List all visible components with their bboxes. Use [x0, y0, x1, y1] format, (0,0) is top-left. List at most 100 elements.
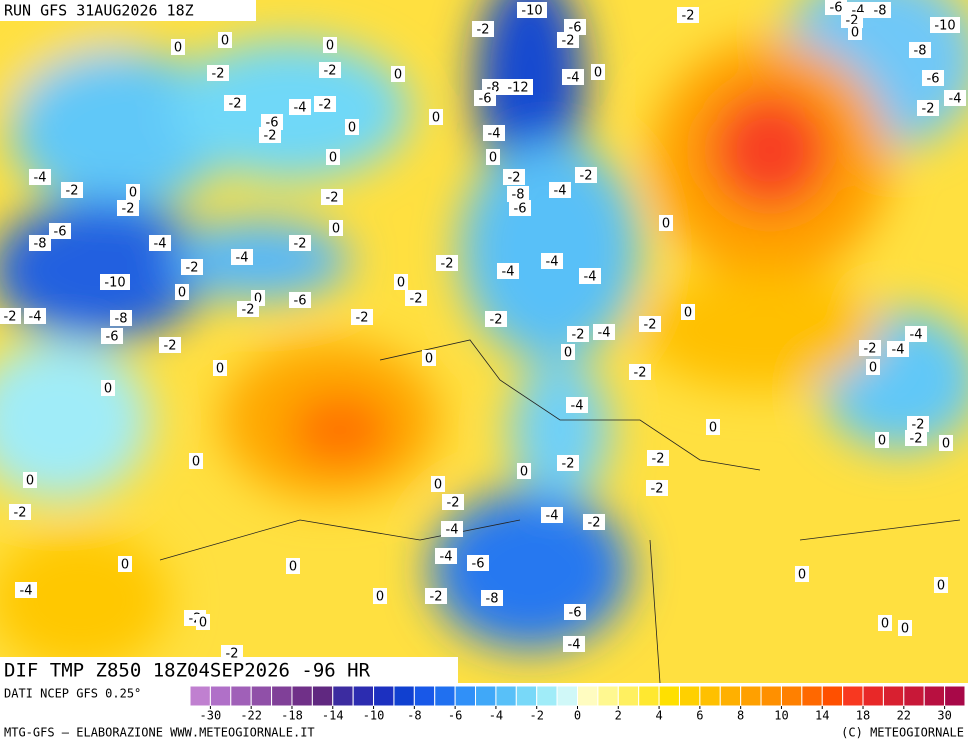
- contour-label: -4: [34, 171, 47, 186]
- label-box: [118, 556, 132, 572]
- colorbar-label: 10: [774, 709, 788, 723]
- colorbar-label: -18: [281, 709, 303, 723]
- contour-label: -2: [651, 482, 664, 497]
- contour-label: -4: [571, 399, 584, 414]
- colorbar-swatch: [454, 685, 477, 707]
- colorbar-swatch: [311, 685, 334, 707]
- label-box: [564, 19, 586, 35]
- contour-label: 0: [881, 617, 889, 632]
- contour-label: 0: [216, 362, 224, 377]
- label-box: [231, 249, 253, 265]
- colorbar-swatch: [230, 685, 252, 707]
- colorbar-swatch: [577, 685, 599, 707]
- colorbar-swatch: [189, 685, 211, 707]
- colorbar-swatch: [515, 685, 538, 707]
- label-box: [583, 514, 605, 530]
- label-box: [391, 66, 405, 82]
- contour-label: -12: [507, 81, 528, 96]
- contour-label: 0: [432, 111, 440, 126]
- contour-label: 0: [329, 151, 337, 166]
- colorbar-swatch: [923, 685, 946, 707]
- contour-label: -2: [356, 311, 369, 326]
- label-box: [591, 64, 605, 80]
- colorbar-label: -6: [448, 709, 462, 723]
- contour-label: -6: [927, 72, 940, 87]
- contour-label: 0: [425, 352, 433, 367]
- contour-label: -6: [514, 202, 527, 217]
- label-box: [61, 182, 83, 198]
- contour-label: -2: [682, 9, 695, 24]
- label-box: [483, 125, 505, 141]
- label-box: [561, 344, 575, 360]
- contour-label: 0: [851, 26, 859, 41]
- label-box: [373, 588, 387, 604]
- contour-label: -8: [486, 592, 499, 607]
- label-box: [394, 274, 408, 290]
- label-box: [564, 604, 586, 620]
- label-box: [314, 96, 336, 112]
- title-box: [0, 657, 458, 684]
- contour-label: -4: [554, 184, 567, 199]
- contour-label: -2: [122, 202, 135, 217]
- contour-label: -6: [266, 116, 279, 131]
- label-box: [189, 453, 203, 469]
- colorbar-swatch: [597, 685, 619, 707]
- label-box: [319, 62, 341, 78]
- colorbar-swatch: [352, 685, 375, 707]
- colorbar-label: 0: [574, 709, 581, 723]
- colorbar-label: -22: [240, 709, 262, 723]
- contour-label: 0: [174, 41, 182, 56]
- contour-label: -2: [212, 67, 225, 82]
- colorbar-swatch: [393, 685, 415, 707]
- contour-label: -2: [294, 237, 307, 252]
- colorbar-label: 18: [856, 709, 870, 723]
- contour-label: -6: [106, 330, 119, 345]
- colorbar-swatch: [250, 685, 273, 707]
- colorbar-label: -4: [489, 709, 503, 723]
- colorbar-swatch: [434, 685, 456, 707]
- label-box: [503, 79, 533, 95]
- contour-label: -2: [864, 342, 877, 357]
- label-box: [126, 184, 140, 200]
- label-box: [866, 359, 880, 375]
- label-box: [629, 364, 651, 380]
- label-box: [486, 149, 500, 165]
- contour-label: 0: [129, 186, 137, 201]
- contour-label: 0: [937, 579, 945, 594]
- contour-label: -2: [410, 292, 423, 307]
- colorbar-label: -2: [529, 709, 543, 723]
- contour-label: 0: [221, 34, 229, 49]
- contour-label: -4: [154, 237, 167, 252]
- label-box: [49, 223, 71, 239]
- contour-label: -2: [588, 516, 601, 531]
- label-box: [261, 114, 283, 130]
- contour-label: 0: [376, 590, 384, 605]
- contour-label: 0: [901, 622, 909, 637]
- label-box: [425, 588, 447, 604]
- label-box: [887, 341, 909, 357]
- contour-label: 0: [709, 421, 717, 436]
- contour-label: 0: [199, 616, 207, 631]
- contour-label: -4: [584, 270, 597, 285]
- colorbar-label: -14: [322, 709, 344, 723]
- colorbar-swatch: [638, 685, 660, 707]
- contour-label: 0: [178, 286, 186, 301]
- label-box: [944, 90, 966, 106]
- contour-label: -2: [326, 191, 339, 206]
- contour-label: -2: [490, 313, 503, 328]
- contour-label: -6: [569, 21, 582, 36]
- label-box: [0, 308, 21, 324]
- label-box: [909, 42, 931, 58]
- label-box: [159, 337, 181, 353]
- contour-label: -2: [634, 366, 647, 381]
- contour-label: 0: [564, 346, 572, 361]
- contour-label: -2: [164, 339, 177, 354]
- coastlines: [159, 339, 961, 683]
- contour-label: -4: [294, 101, 307, 116]
- contour-label: -2: [441, 257, 454, 272]
- contour-label: -4: [567, 71, 580, 86]
- colorbar-swatch: [944, 685, 966, 707]
- colorbar-swatch: [903, 685, 925, 707]
- label-box: [549, 182, 571, 198]
